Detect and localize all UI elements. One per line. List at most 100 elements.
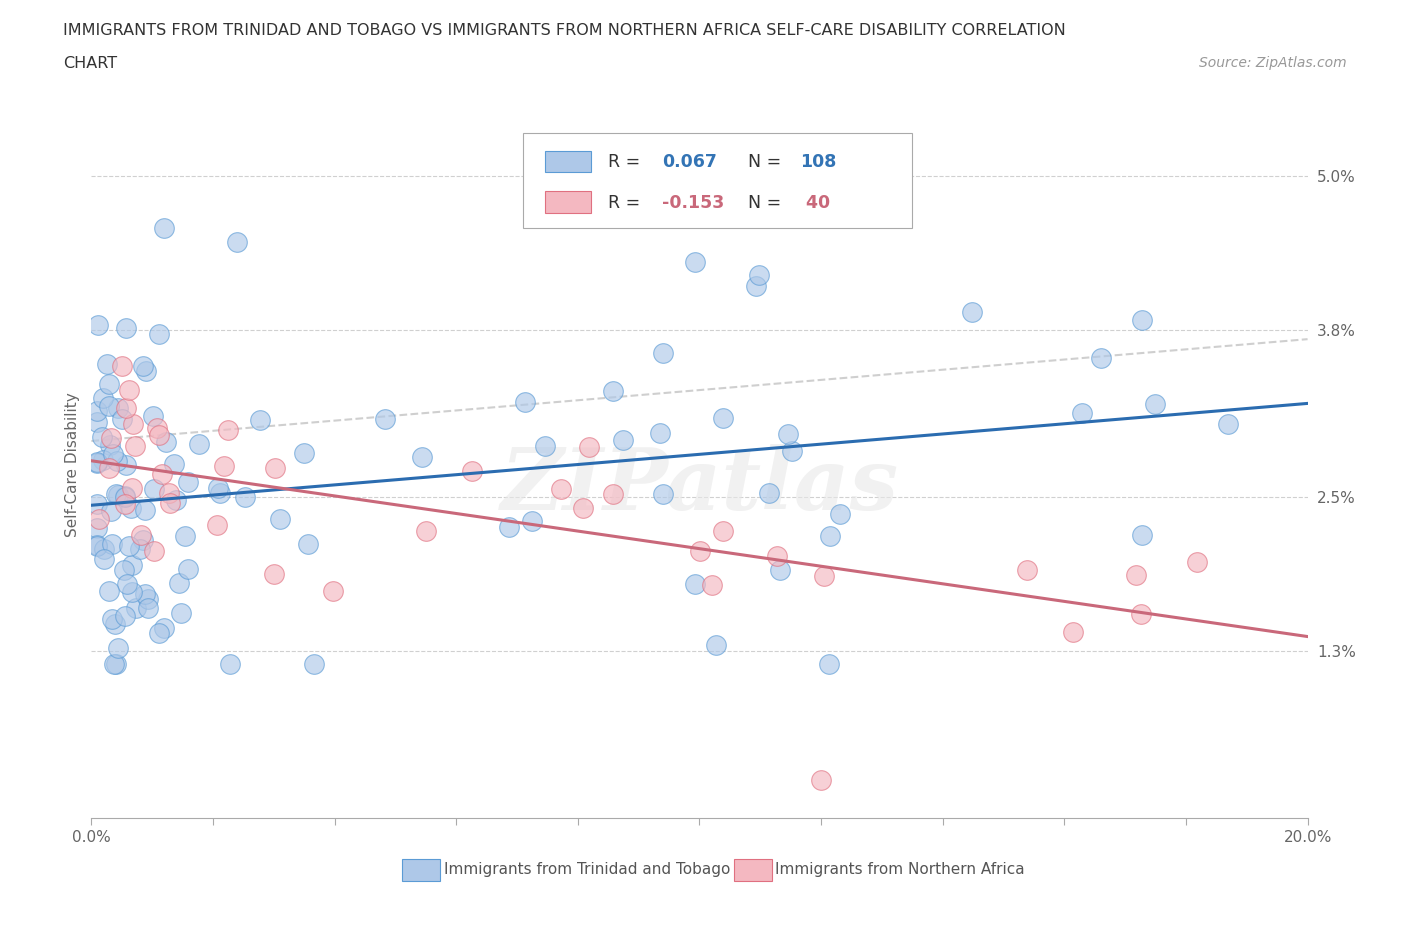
Point <box>136 600 159 615</box>
Point <box>1062 625 1084 640</box>
Point <box>129 527 152 542</box>
Point <box>297 537 319 551</box>
Point <box>810 773 832 788</box>
Point <box>86 454 108 469</box>
FancyBboxPatch shape <box>546 192 592 213</box>
Point <box>157 485 180 500</box>
Point <box>711 524 734 538</box>
Point <box>602 384 624 399</box>
Point <box>110 412 132 427</box>
Point <box>817 657 839 671</box>
Point <box>813 569 835 584</box>
Point <box>114 401 136 416</box>
Point <box>89 512 111 526</box>
Point <box>765 549 787 564</box>
Point <box>208 485 231 500</box>
Point <box>136 591 159 606</box>
Point <box>97 583 120 598</box>
Point <box>148 326 170 341</box>
Point <box>132 532 155 547</box>
Point <box>571 501 593 516</box>
Point <box>269 512 291 526</box>
Point <box>652 345 675 360</box>
Point <box>207 517 229 532</box>
Point <box>263 460 285 475</box>
Point <box>104 617 127 631</box>
Point <box>86 415 108 430</box>
Point <box>118 382 141 397</box>
Point <box>128 541 150 556</box>
Point <box>87 318 110 333</box>
Point <box>93 391 115 405</box>
Text: N =: N = <box>748 153 787 171</box>
Point <box>612 432 634 447</box>
Point <box>550 482 572 497</box>
Point <box>520 513 543 528</box>
Text: Immigrants from Northern Africa: Immigrants from Northern Africa <box>775 862 1025 877</box>
Point <box>1130 527 1153 542</box>
Text: Immigrants from Trinidad and Tobago: Immigrants from Trinidad and Tobago <box>444 862 731 877</box>
Point <box>121 584 143 599</box>
Point <box>302 657 325 671</box>
Point <box>174 529 197 544</box>
Point <box>163 457 186 472</box>
Point <box>114 490 136 505</box>
Point <box>115 577 138 591</box>
Point <box>114 497 136 512</box>
Point <box>683 577 706 591</box>
Point <box>142 408 165 423</box>
Text: R =: R = <box>609 153 645 171</box>
Point <box>602 487 624 502</box>
Point <box>217 422 239 437</box>
Point <box>111 359 134 374</box>
Point <box>100 537 122 551</box>
Point <box>1187 555 1209 570</box>
Point <box>415 524 437 538</box>
Point <box>124 439 146 454</box>
Point <box>107 454 129 469</box>
Point <box>700 578 723 592</box>
Point <box>1071 405 1094 420</box>
Point <box>1130 606 1153 621</box>
Point <box>90 429 112 444</box>
Point <box>150 466 173 481</box>
Point <box>711 410 734 425</box>
Point <box>578 439 600 454</box>
Point <box>159 496 181 511</box>
Point <box>513 394 536 409</box>
Point <box>134 587 156 602</box>
Point <box>105 657 128 671</box>
Point <box>124 601 146 616</box>
Point <box>115 320 138 335</box>
Point <box>107 487 129 502</box>
Text: N =: N = <box>748 193 787 212</box>
Point <box>153 220 176 235</box>
Point <box>782 443 804 458</box>
Point <box>98 377 121 392</box>
Point <box>134 502 156 517</box>
Point <box>818 529 841 544</box>
Point <box>177 475 200 490</box>
Point <box>188 437 211 452</box>
Point <box>146 421 169 436</box>
Point <box>177 561 200 576</box>
Text: 108: 108 <box>800 153 837 171</box>
Point <box>148 427 170 442</box>
Text: Source: ZipAtlas.com: Source: ZipAtlas.com <box>1199 56 1347 70</box>
Point <box>86 404 108 418</box>
Point <box>86 538 108 553</box>
Point <box>776 427 799 442</box>
Point <box>225 234 247 249</box>
Point <box>86 538 108 552</box>
Point <box>107 641 129 656</box>
Point <box>98 398 121 413</box>
Point <box>745 279 768 294</box>
Text: ZIPatlas: ZIPatlas <box>501 445 898 528</box>
Point <box>121 481 143 496</box>
Point <box>758 486 780 501</box>
Point <box>86 521 108 536</box>
Point <box>960 305 983 320</box>
Point <box>292 445 315 460</box>
Point <box>165 492 187 507</box>
Point <box>118 538 141 553</box>
